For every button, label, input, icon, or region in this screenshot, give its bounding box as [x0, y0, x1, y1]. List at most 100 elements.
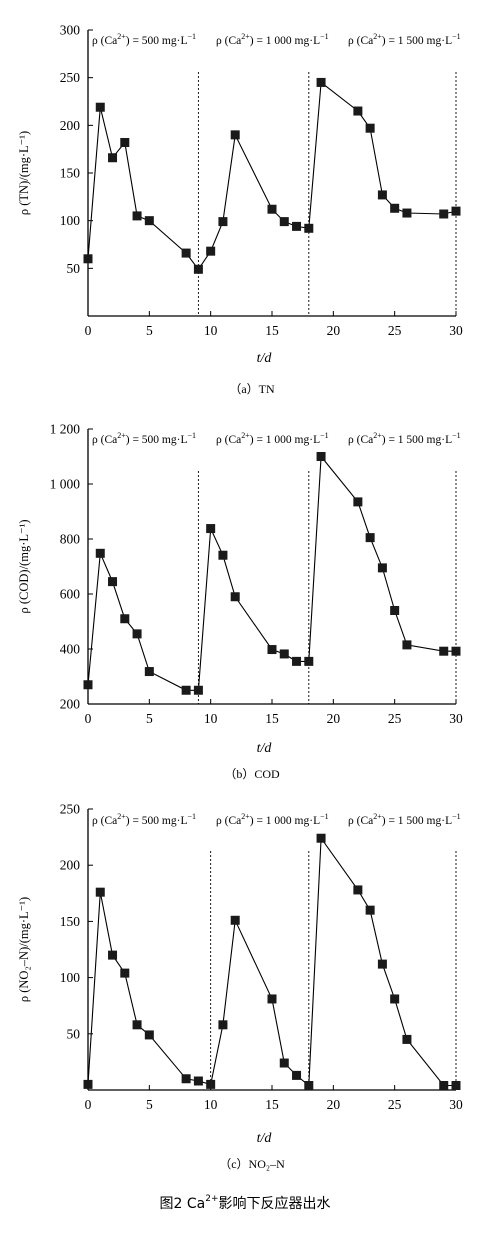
- data-point: [193, 1076, 203, 1086]
- series-line: [87, 455, 456, 691]
- data-point: [365, 123, 375, 133]
- data-point: [108, 153, 118, 163]
- figure-caption-suffix: 影响下反应器出水: [219, 1195, 331, 1212]
- data-point: [353, 885, 363, 895]
- x-tick-label: 20: [327, 1097, 341, 1112]
- data-point: [304, 223, 314, 233]
- data-point: [230, 130, 240, 140]
- data-point: [206, 1079, 216, 1089]
- stage-annotation: ρ (Ca2+) = 1 500 mg·L−1: [348, 32, 461, 47]
- x-tick-label: 25: [388, 1097, 402, 1112]
- panel-caption: （b）COD: [224, 767, 280, 781]
- data-point: [181, 1074, 191, 1084]
- data-point: [218, 1020, 228, 1030]
- y-tick-label: 200: [60, 697, 81, 712]
- data-point: [365, 905, 375, 915]
- stage-annotation: ρ (Ca2+) = 500 mg·L−1: [92, 431, 196, 446]
- x-axis-label: t/d: [257, 351, 273, 366]
- x-tick-label: 30: [449, 711, 463, 726]
- x-tick-label: 30: [449, 1097, 463, 1112]
- panel-tn: 50 100 150 200 250 300 0 5 10 15 20 25 30 ρ (TN)/(mg·…: [17, 23, 463, 397]
- y-axis-label: ρ (TN)/(mg·L⁻¹): [17, 131, 31, 215]
- data-point: [132, 629, 142, 639]
- x-tick-label: 10: [204, 711, 218, 726]
- data-point: [439, 1081, 449, 1091]
- data-point: [267, 204, 277, 214]
- stage-annotation: ρ (Ca2+) = 1 000 mg·L−1: [216, 32, 329, 47]
- data-point: [353, 497, 363, 507]
- data-point: [377, 959, 387, 969]
- x-tick-label: 25: [388, 323, 402, 338]
- panel-caption: （a）TN: [229, 382, 275, 396]
- data-point: [279, 1058, 289, 1068]
- y-tick-label: 600: [60, 587, 81, 602]
- data-point: [144, 1030, 154, 1040]
- data-point: [120, 137, 130, 147]
- stage-annotation: ρ (Ca2+) = 1 000 mg·L−1: [216, 431, 329, 446]
- x-tick-label: 15: [265, 711, 279, 726]
- data-point: [390, 203, 400, 213]
- data-point: [279, 649, 289, 659]
- figure-caption: 图2 Ca2+影响下反应器出水: [160, 1194, 331, 1212]
- stage-annotation: ρ (Ca2+) = 500 mg·L−1: [92, 32, 196, 47]
- x-tick-label: 30: [449, 323, 463, 338]
- y-tick-label: 100: [60, 213, 81, 228]
- data-point: [181, 248, 191, 258]
- panel-no2n: 50 100 150 200 250 0 5 10 15 20 25 30 ρ (NO₂–N)/(mg·…: [17, 802, 463, 1172]
- data-point: [402, 208, 412, 218]
- data-point: [451, 1081, 461, 1091]
- data-point: [377, 563, 387, 573]
- data-point: [95, 887, 105, 897]
- data-point: [108, 577, 118, 587]
- data-point: [292, 1070, 302, 1080]
- x-axis-label: t/d: [257, 741, 273, 756]
- data-point: [316, 77, 326, 87]
- y-tick-label: 200: [60, 118, 81, 133]
- x-tick-label: 20: [327, 323, 341, 338]
- x-tick-label: 0: [85, 323, 92, 338]
- data-point: [144, 667, 154, 677]
- x-tick-label: 15: [265, 1097, 279, 1112]
- stage-annotation: ρ (Ca2+) = 1 500 mg·L−1: [348, 812, 461, 827]
- stage-annotation: ρ (Ca2+) = 500 mg·L−1: [92, 812, 196, 827]
- data-point: [181, 685, 191, 695]
- data-point: [279, 217, 289, 227]
- y-tick-label: 50: [67, 1026, 81, 1041]
- data-point: [83, 680, 93, 690]
- data-point: [193, 264, 203, 274]
- data-point: [83, 254, 93, 264]
- y-tick-label: 1 200: [50, 422, 81, 437]
- data-point: [230, 915, 240, 925]
- data-point: [390, 606, 400, 615]
- data-point: [377, 190, 387, 200]
- data-point: [439, 209, 449, 219]
- x-tick-label: 5: [146, 711, 153, 726]
- data-point: [83, 1079, 93, 1089]
- data-point: [439, 646, 449, 656]
- figure-caption-prefix: 图2 Ca: [160, 1196, 206, 1212]
- data-point: [451, 646, 461, 656]
- x-tick-label: 5: [146, 1097, 153, 1112]
- data-point: [390, 994, 400, 1004]
- stage-annotation: ρ (Ca2+) = 1 000 mg·L−1: [216, 812, 329, 827]
- data-point: [267, 994, 277, 1004]
- data-point: [132, 1020, 142, 1030]
- y-tick-label: 100: [60, 970, 81, 985]
- data-point: [316, 452, 326, 461]
- y-tick-label: 250: [60, 70, 81, 85]
- x-tick-label: 25: [388, 711, 402, 726]
- data-point: [304, 1081, 314, 1091]
- data-point: [292, 656, 302, 666]
- data-point: [206, 246, 216, 256]
- data-point: [316, 833, 326, 843]
- y-tick-label: 200: [60, 858, 81, 873]
- data-point: [267, 645, 277, 655]
- data-point: [120, 968, 130, 978]
- data-point: [402, 640, 412, 650]
- y-tick-label: 1 000: [50, 477, 81, 492]
- data-point: [230, 592, 240, 602]
- data-point: [353, 106, 363, 116]
- data-point: [206, 524, 216, 534]
- data-point: [95, 102, 105, 112]
